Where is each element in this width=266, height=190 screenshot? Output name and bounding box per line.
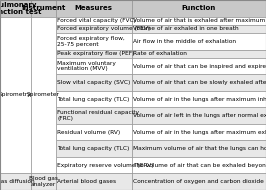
Bar [31, 17, 56, 173]
Bar [0, 17, 31, 173]
Text: Volume of air that can be inspired and expired in 1 minute: Volume of air that can be inspired and e… [133, 64, 266, 69]
Bar [132, 17, 266, 25]
Text: Function: Function [182, 5, 216, 11]
Text: The volume of air that can be exhaled beyond normal exhalation: The volume of air that can be exhaled be… [133, 163, 266, 168]
Text: Spirometry: Spirometry [0, 93, 32, 97]
Bar [31, 173, 56, 190]
Bar [132, 140, 266, 157]
Bar [56, 91, 132, 107]
Text: Peak expiratory flow (PEF): Peak expiratory flow (PEF) [57, 51, 135, 56]
Text: Volume of air left in the lungs after normal expiration: Volume of air left in the lungs after no… [133, 113, 266, 118]
Text: Volume of air exhaled in one breath: Volume of air exhaled in one breath [133, 26, 239, 31]
Bar [56, 25, 132, 33]
Bar [56, 50, 132, 58]
Bar [132, 58, 266, 74]
Bar [132, 33, 266, 50]
Text: Total lung capacity (TLC): Total lung capacity (TLC) [57, 97, 130, 102]
Bar [56, 58, 132, 74]
Text: Functional residual capacity
(FRC): Functional residual capacity (FRC) [57, 110, 139, 121]
Text: Maximum voluntary
ventilation (MVV): Maximum voluntary ventilation (MVV) [57, 61, 116, 71]
Text: Total lung capacity (TLC): Total lung capacity (TLC) [57, 146, 130, 151]
Text: Volume of air in the lungs after maximum exhalation: Volume of air in the lungs after maximum… [133, 130, 266, 135]
Bar [132, 173, 266, 190]
Bar [56, 0, 132, 17]
Bar [132, 91, 266, 107]
Bar [56, 140, 132, 157]
Bar [132, 50, 266, 58]
Text: Volume of air in the lungs after maximum inhalation: Volume of air in the lungs after maximum… [133, 97, 266, 102]
Bar [56, 17, 132, 25]
Text: Blood gas
analyzer: Blood gas analyzer [29, 177, 58, 187]
Bar [31, 0, 56, 17]
Bar [0, 173, 31, 190]
Text: Measures: Measures [75, 5, 113, 11]
Text: Expiratory reserve volume (ERV): Expiratory reserve volume (ERV) [57, 163, 154, 168]
Text: Rate of exhalation: Rate of exhalation [133, 51, 187, 56]
Bar [132, 107, 266, 124]
Bar [56, 157, 132, 173]
Text: Arterial blood gases: Arterial blood gases [57, 179, 116, 184]
Bar [56, 33, 132, 50]
Bar [56, 107, 132, 124]
Bar [132, 0, 266, 17]
Text: Air flow in the middle of exhalation: Air flow in the middle of exhalation [133, 39, 236, 44]
Bar [132, 74, 266, 91]
Text: Volume of air that can be slowly exhaled after inhaling past the tidal volume: Volume of air that can be slowly exhaled… [133, 80, 266, 85]
Text: Volume of air that is exhaled after maximum inhalation: Volume of air that is exhaled after maxi… [133, 18, 266, 23]
Text: Gas diffusion: Gas diffusion [0, 179, 35, 184]
Text: Pulmonary
function test: Pulmonary function test [0, 2, 41, 15]
Text: Forced vital capacity (FVC): Forced vital capacity (FVC) [57, 18, 136, 23]
Text: Forced expiratory volume (FEV): Forced expiratory volume (FEV) [57, 26, 151, 31]
Bar [56, 74, 132, 91]
Text: Slow vital capacity (SVC): Slow vital capacity (SVC) [57, 80, 131, 85]
Text: Residual volume (RV): Residual volume (RV) [57, 130, 120, 135]
Bar [0, 0, 31, 17]
Bar [56, 173, 132, 190]
Text: Instrument: Instrument [21, 5, 65, 11]
Text: Spirometer: Spirometer [27, 93, 60, 97]
Text: Maximum volume of air that the lungs can hold: Maximum volume of air that the lungs can… [133, 146, 266, 151]
Bar [56, 124, 132, 140]
Bar [132, 157, 266, 173]
Bar [132, 25, 266, 33]
Text: Forced expiratory flow,
25-75 percent: Forced expiratory flow, 25-75 percent [57, 36, 125, 47]
Text: Concentration of oxygen and carbon dioxide in the blood: Concentration of oxygen and carbon dioxi… [133, 179, 266, 184]
Bar [132, 124, 266, 140]
